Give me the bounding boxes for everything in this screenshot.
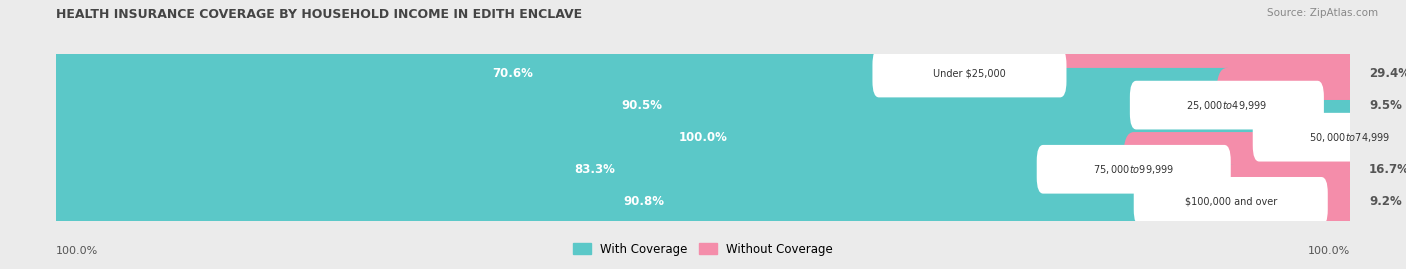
- FancyBboxPatch shape: [46, 164, 1360, 239]
- FancyBboxPatch shape: [1130, 81, 1324, 129]
- FancyBboxPatch shape: [46, 100, 1360, 174]
- FancyBboxPatch shape: [46, 68, 1360, 142]
- Text: 70.6%: 70.6%: [492, 66, 533, 80]
- FancyBboxPatch shape: [46, 132, 1360, 207]
- Text: 9.5%: 9.5%: [1369, 99, 1402, 112]
- Text: 29.4%: 29.4%: [1369, 66, 1406, 80]
- FancyBboxPatch shape: [1253, 113, 1406, 162]
- Text: 100.0%: 100.0%: [1308, 246, 1350, 256]
- Text: 90.5%: 90.5%: [621, 99, 662, 112]
- Legend: With Coverage, Without Coverage: With Coverage, Without Coverage: [568, 238, 838, 260]
- FancyBboxPatch shape: [46, 100, 1360, 174]
- Text: 16.7%: 16.7%: [1369, 163, 1406, 176]
- FancyBboxPatch shape: [1123, 132, 1360, 207]
- Text: Under $25,000: Under $25,000: [934, 68, 1005, 78]
- Text: 90.8%: 90.8%: [623, 195, 664, 208]
- Text: $75,000 to $99,999: $75,000 to $99,999: [1092, 163, 1174, 176]
- Text: 9.2%: 9.2%: [1369, 195, 1402, 208]
- FancyBboxPatch shape: [46, 36, 1360, 110]
- Text: 83.3%: 83.3%: [575, 163, 616, 176]
- Text: HEALTH INSURANCE COVERAGE BY HOUSEHOLD INCOME IN EDITH ENCLAVE: HEALTH INSURANCE COVERAGE BY HOUSEHOLD I…: [56, 8, 582, 21]
- FancyBboxPatch shape: [1036, 145, 1230, 194]
- Text: Source: ZipAtlas.com: Source: ZipAtlas.com: [1267, 8, 1378, 18]
- FancyBboxPatch shape: [46, 132, 1144, 207]
- Text: 100.0%: 100.0%: [56, 246, 98, 256]
- FancyBboxPatch shape: [1220, 164, 1360, 239]
- Text: $100,000 and over: $100,000 and over: [1185, 196, 1277, 206]
- Text: $25,000 to $49,999: $25,000 to $49,999: [1187, 99, 1267, 112]
- Text: $50,000 to $74,999: $50,000 to $74,999: [1309, 131, 1391, 144]
- FancyBboxPatch shape: [873, 49, 1067, 97]
- FancyBboxPatch shape: [959, 36, 1360, 110]
- FancyBboxPatch shape: [46, 68, 1237, 142]
- Text: 100.0%: 100.0%: [679, 131, 727, 144]
- FancyBboxPatch shape: [1216, 68, 1360, 142]
- FancyBboxPatch shape: [1133, 177, 1327, 226]
- FancyBboxPatch shape: [46, 36, 980, 110]
- FancyBboxPatch shape: [46, 164, 1241, 239]
